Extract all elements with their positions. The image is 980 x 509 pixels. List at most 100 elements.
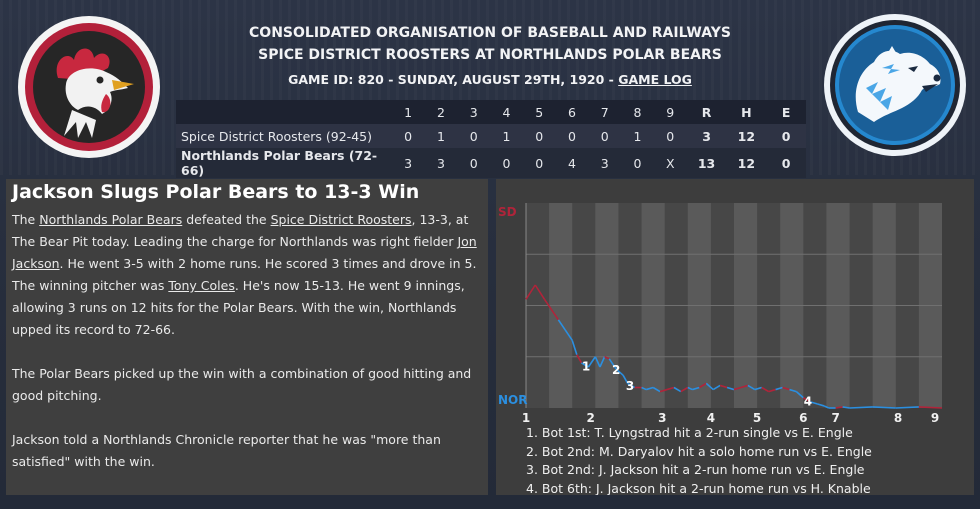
win-probability-segment (534, 284, 546, 300)
win-probability-segment (564, 329, 573, 341)
inning-score: 3 (391, 148, 425, 178)
inning-score: 0 (653, 124, 687, 148)
win-probability-segment (816, 403, 825, 407)
win-probability-segment (652, 386, 661, 393)
win-probability-segment (789, 388, 797, 393)
team-link-roosters[interactable]: Spice District Roosters (270, 212, 412, 227)
bottom-team-label: NOR (498, 393, 527, 407)
win-probability-segment (659, 388, 668, 393)
linescore-table: 1 2 3 4 5 6 7 8 9 R H E Spice District R… (176, 100, 806, 178)
win-probability-segment (705, 382, 714, 391)
win-probability-segment (594, 356, 601, 368)
top-team-label: SD (498, 205, 517, 219)
runs-total: 3 (686, 124, 727, 148)
game-info-text: GAME ID: 820 - SUNDAY, AUGUST 29TH, 1920… (288, 72, 619, 87)
inning-score: 0 (522, 124, 556, 148)
linescore-row-home: Northlands Polar Bears (72-66) 3 3 0 0 0… (176, 148, 806, 178)
inning-header: 4 (490, 100, 523, 124)
x-tick-label: 6 (799, 411, 807, 424)
story-paragraph-1: The Northlands Polar Bears defeated the … (12, 209, 486, 341)
win-probability-segment (782, 386, 790, 391)
win-probability-segment (795, 391, 804, 399)
roosters-logo[interactable] (16, 14, 162, 160)
win-probability-segment (802, 397, 811, 403)
inning-score: 3 (588, 148, 622, 178)
inning-score: 0 (457, 148, 491, 178)
win-probability-segment (692, 386, 700, 391)
win-probability-segment (687, 386, 693, 391)
inning-score: 0 (457, 124, 491, 148)
win-probability-segment (666, 386, 675, 391)
team-name[interactable]: Northlands Polar Bears (72-66) (176, 148, 392, 178)
story-paragraph-2: The Polar Bears picked up the win with a… (12, 366, 472, 403)
league-title: CONSOLIDATED ORGANISATION OF BASEBALL AN… (249, 25, 731, 41)
event-item: 1. Bot 1st: T. Lyngstrad hit a 2-run sin… (526, 425, 853, 440)
inning-score: 0 (555, 124, 589, 148)
win-probability-segment (604, 356, 610, 360)
event-item: 2. Bot 2nd: M. Daryalov hit a solo home … (526, 443, 872, 459)
hits-total: 12 (726, 124, 767, 148)
inning-score: 0 (490, 148, 523, 178)
win-probability-segment (543, 298, 553, 311)
polar-bears-logo[interactable] (822, 12, 968, 158)
chart-events-legend: 1. Bot 1st: T. Lyngstrad hit a 2-run sin… (526, 424, 872, 495)
event-marker: 2 (612, 363, 620, 377)
x-tick-label: 2 (587, 411, 595, 424)
team-link-polar-bears[interactable]: Northlands Polar Bears (39, 212, 183, 227)
inning-header: 1 (391, 100, 425, 124)
matchup-title: SPICE DISTRICT ROOSTERS AT NORTHLANDS PO… (258, 47, 722, 63)
x-tick-label: 4 (707, 411, 715, 424)
win-probability-segment (918, 406, 943, 409)
inning-header: 9 (653, 100, 687, 124)
player-link-jon-jackson[interactable]: Jon Jackson (12, 234, 477, 271)
win-probability-segment (895, 406, 919, 409)
inning-score: 0 (391, 124, 425, 148)
player-link-tony-coles[interactable]: Tony Coles (168, 278, 235, 293)
win-probability-segment (571, 340, 578, 355)
linescore-team-header (176, 100, 392, 124)
win-probability-segment (576, 354, 583, 364)
win-probability-segment (712, 384, 721, 391)
x-tick-label: 1 (522, 411, 530, 424)
win-probability-segment (698, 382, 707, 389)
win-probability-segment (680, 386, 689, 393)
win-probability-chart-panel: SD NOR 1 2 3 4 5 6 7 8 9 1 2 3 4 1. Bot 1st: T. Lyngst… (496, 179, 974, 495)
win-probability-segment (835, 406, 843, 409)
inning-score: 4 (555, 148, 589, 178)
event-marker: 1 (582, 360, 590, 374)
win-probability-segment (645, 386, 654, 391)
win-probability-segment (615, 368, 624, 376)
win-probability-segment (849, 406, 873, 409)
team-name[interactable]: Spice District Roosters (92-45) (176, 124, 392, 148)
linescore-header: 1 2 3 4 5 6 7 8 9 R H E (176, 100, 806, 124)
game-log-link[interactable]: GAME LOG (618, 72, 692, 87)
inning-score: 0 (522, 148, 556, 178)
inning-score: 3 (424, 148, 458, 178)
win-probability-segment (673, 386, 682, 393)
inning-score: 0 (621, 148, 654, 178)
win-probability-segment (525, 284, 536, 300)
win-probability-segment (587, 356, 596, 368)
inning-header: 8 (621, 100, 654, 124)
event-marker: 3 (626, 379, 634, 393)
win-probability-segment (608, 358, 617, 370)
event-item: 3. Bot 2nd: J. Jackson hit a 2-run home … (526, 462, 865, 477)
inning-score: 1 (621, 124, 654, 148)
win-probability-segment (557, 319, 566, 331)
win-probability-segment (823, 405, 830, 409)
win-probability-segment (842, 406, 850, 409)
inning-score: 1 (424, 124, 458, 148)
win-probability-segment (872, 406, 896, 409)
story-text: defeated the (182, 212, 271, 227)
inning-score: 0 (588, 124, 622, 148)
x-tick-label: 3 (658, 411, 666, 424)
runs-header: R (686, 100, 727, 124)
win-probability-segment (627, 382, 636, 389)
win-probability-segment (641, 386, 647, 391)
x-tick-label: 5 (753, 411, 761, 424)
x-tick-label: 9 (931, 411, 939, 424)
event-item: 4. Bot 6th: J. Jackson hit a 2-run home … (526, 480, 871, 496)
errors-total: 0 (766, 148, 806, 178)
errors-total: 0 (766, 124, 806, 148)
